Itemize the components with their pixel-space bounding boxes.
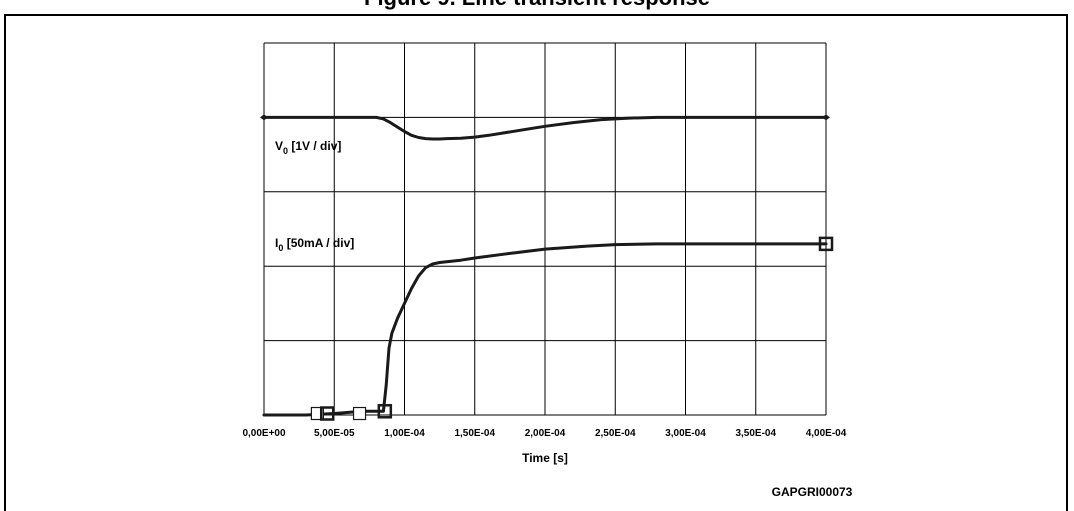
x-tick-label: 1,50E-04 [454,428,495,439]
x-axis-label: Time [s] [522,451,568,465]
figure-code: GAPGRI00073 [772,485,853,499]
annotation-I0: I0 [50mA / div] [275,236,354,253]
x-tick-labels: 0,00E+00 5,00E-05 1,00E-04 1,50E-04 2,00E-04… [242,428,846,439]
x-tick-label: 2,00E-04 [525,428,566,439]
series-marker-V0 [260,114,268,121]
series-line-V0 [262,115,828,141]
series-marker-V0 [822,114,830,121]
figure-title: Figure 9. Line transient response [0,0,1074,10]
x-tick-label: 1,00E-04 [384,428,425,439]
chart-annotations: V0 [1V / div] I0 [50mA / div] [275,139,354,253]
series-marker-I0 [377,404,393,419]
x-tick-label: 0,00E+00 [242,428,286,439]
x-tick-label: 3,00E-04 [665,428,706,439]
chart-grid [263,42,827,416]
annotation-V0: V0 [1V / div] [275,139,341,156]
series-marker-I0 [319,406,335,421]
x-tick-label: 3,50E-04 [735,428,776,439]
x-tick-label: 5,00E-05 [314,428,355,439]
x-tick-label: 2,50E-04 [595,428,636,439]
x-tick-label: 4,00E-04 [806,428,847,439]
chart-series [260,114,834,421]
figure-frame [4,14,1068,511]
series-marker-I0 [352,406,367,421]
series-marker-I0 [818,236,834,252]
series-line-I0 [262,242,828,417]
